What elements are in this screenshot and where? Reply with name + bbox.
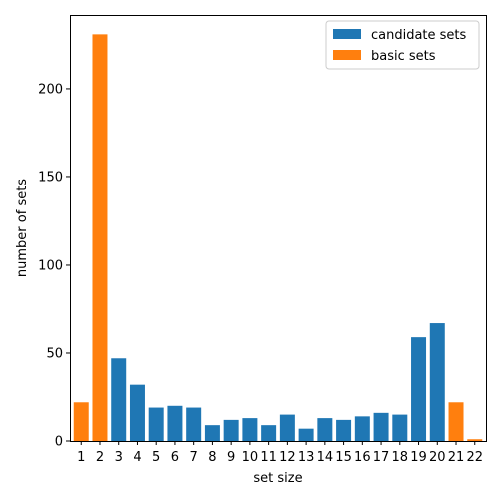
y-tick-label: 150	[38, 170, 63, 185]
legend-label: basic sets	[371, 49, 436, 64]
bar-5	[148, 407, 164, 441]
bars-group	[73, 34, 483, 441]
bar-11	[261, 425, 277, 441]
bar-15	[336, 419, 352, 441]
x-tick-label: 6	[171, 450, 179, 465]
x-axis-label: set size	[253, 471, 302, 486]
bar-7	[186, 407, 202, 441]
bar-13	[298, 428, 314, 441]
x-tick-label: 16	[354, 450, 371, 465]
x-tick-label: 9	[227, 450, 235, 465]
bar-22	[467, 439, 483, 441]
bar-17	[373, 412, 389, 441]
legend-box	[325, 20, 480, 70]
x-tick-label: 22	[466, 450, 483, 465]
bar-6	[167, 405, 183, 441]
bar-9	[223, 419, 239, 441]
bar-4	[129, 384, 145, 441]
x-tick-label: 10	[242, 450, 259, 465]
x-tick-label: 17	[373, 450, 390, 465]
x-tick-label: 11	[260, 450, 277, 465]
bar-20	[429, 323, 445, 441]
x-tick-label: 1	[77, 450, 85, 465]
x-tick-label: 2	[96, 450, 104, 465]
x-tick-label: 14	[317, 450, 334, 465]
bar-12	[279, 414, 295, 441]
x-tick-label: 5	[152, 450, 160, 465]
bar-16	[354, 416, 370, 441]
x-tick-label: 18	[392, 450, 409, 465]
x-tick-label: 13	[298, 450, 315, 465]
bar-19	[411, 337, 427, 441]
y-tick-label: 50	[46, 346, 63, 361]
x-tick-label: 15	[335, 450, 352, 465]
x-tick-label: 19	[410, 450, 427, 465]
x-tick-label: 20	[429, 450, 446, 465]
x-axis: 1 2 3 4 5 6 7 8 9 10 11 12 13 14 15 16 17 18 19 20 21 22	[77, 441, 483, 465]
x-tick-label: 3	[115, 450, 123, 465]
y-tick-label: 0	[55, 435, 63, 450]
bar-18	[392, 414, 408, 441]
bar-21	[448, 402, 464, 441]
plot-frame	[70, 15, 487, 442]
bar-1	[73, 402, 89, 441]
bar-14	[317, 418, 333, 441]
x-tick-label: 8	[208, 450, 216, 465]
y-tick-label: 100	[38, 258, 63, 273]
bar-3	[111, 358, 127, 441]
legend: candidate sets basic sets	[325, 20, 480, 70]
x-tick-label: 21	[448, 450, 465, 465]
x-tick-label: 4	[133, 450, 141, 465]
bar-10	[242, 418, 258, 441]
x-tick-label: 12	[279, 450, 296, 465]
legend-swatch	[333, 29, 361, 39]
legend-swatch	[333, 50, 361, 60]
x-tick-label: 7	[190, 450, 198, 465]
y-axis-label: number of sets	[15, 179, 30, 277]
y-tick-label: 200	[38, 82, 63, 97]
bar-2	[92, 34, 108, 441]
legend-label: candidate sets	[371, 28, 467, 43]
y-axis: 0 50 100 150 200	[38, 82, 70, 450]
bar-8	[204, 425, 220, 441]
